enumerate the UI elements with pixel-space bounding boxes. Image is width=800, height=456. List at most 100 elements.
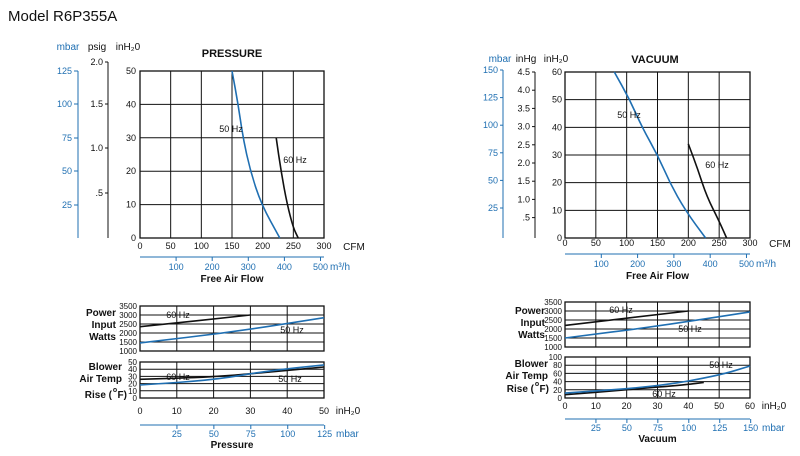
vacuum-power-y-tick: 1500 — [544, 334, 562, 343]
pressure-temp-x-tick: 50 — [319, 406, 329, 416]
vacuum-temp-y-tick: 80 — [553, 361, 562, 370]
pressure-title: PRESSURE — [202, 48, 263, 60]
pressure-temp-x-tick: 30 — [245, 406, 255, 416]
pressure-cfm-tick: 50 — [166, 241, 176, 251]
pressure-mbar-tick: 100 — [57, 99, 72, 109]
pressure-cfm-tick: 150 — [224, 241, 239, 251]
vacuum-inhg-tick: 1.0 — [517, 194, 530, 204]
pressure-power-y-tick: 1500 — [119, 338, 137, 347]
pressure-m3-tick: 300 — [241, 262, 256, 272]
pressure-temp-mbar-tick: 125 — [317, 429, 332, 439]
vacuum-m3-tick: 500 — [739, 259, 754, 269]
pressure-power-chart-frame — [139, 305, 325, 352]
vacuum-m3-unit: m³/h — [756, 259, 776, 270]
vacuum-temp-series-label: 50 Hz — [709, 360, 733, 370]
vacuum-temp-x-tick: 0 — [562, 401, 567, 411]
vacuum-temp-x-unit: inH₂0 — [762, 401, 787, 412]
pressure-temp-mbar-tick: 100 — [280, 429, 295, 439]
pressure-power-y-tick: 2500 — [119, 320, 137, 329]
pressure-temp-mbar-tick: 75 — [246, 429, 256, 439]
vacuum-temp-label-line: Air Temp — [505, 371, 548, 382]
pressure-m3-tick: 500 — [313, 262, 328, 272]
pressure-temp-series-line — [139, 364, 325, 386]
vacuum-cfm-tick: 0 — [562, 238, 567, 248]
vacuum-temp-y-tick: 100 — [549, 353, 563, 362]
pressure-inh2o-tick: 50 — [126, 66, 136, 76]
vacuum-power-label-line: Input — [521, 318, 546, 329]
vacuum-inhg-unit: inHg — [516, 54, 537, 65]
pressure-temp-series-label: 60 Hz — [166, 372, 190, 382]
vacuum-inhg-tick: 2.5 — [517, 140, 530, 150]
pressure-power-series-label: 50 Hz — [280, 325, 304, 335]
pressure-temp-y-tick: 30 — [128, 372, 137, 381]
vacuum-power-y-tick: 1000 — [544, 343, 562, 352]
vacuum-temp-label-line: Blower — [515, 359, 548, 370]
pressure-cfm-tick: 300 — [316, 241, 331, 251]
vacuum-temp-series-line — [564, 365, 751, 394]
pressure-inh2o-tick: 30 — [126, 133, 136, 143]
vacuum-inhg-tick: 4.5 — [517, 67, 530, 77]
pressure-temp-mbar-tick: 25 — [172, 429, 182, 439]
vacuum-cfm-tick: 200 — [681, 238, 696, 248]
vacuum-power-y-tick: 2500 — [544, 316, 562, 325]
pressure-psig-tick: 1.5 — [90, 99, 103, 109]
pressure-temp-label-line: Blower — [89, 362, 122, 373]
pressure-series-label: 60 Hz — [283, 155, 307, 165]
vacuum-inh2o-unit: inH₂0 — [544, 54, 569, 65]
vacuum-cfm-tick: 50 — [591, 238, 601, 248]
pressure-m3-tick: 200 — [205, 262, 220, 272]
vacuum-xlabel: Free Air Flow — [626, 271, 689, 282]
pressure-inh2o-tick: 10 — [126, 200, 136, 210]
pressure-temp-label-unit: F) — [118, 390, 127, 401]
pressure-power-series-line — [139, 316, 325, 344]
pressure-m3-tick: 400 — [277, 262, 292, 272]
vacuum-inhg-tick: .5 — [522, 213, 530, 223]
pressure-temp-label-rise: Rise ( — [85, 390, 113, 401]
vacuum-temp-label-unit: F) — [540, 384, 549, 395]
pressure-cfm-tick: 100 — [194, 241, 209, 251]
vacuum-temp-series-label: 60 Hz — [652, 389, 676, 399]
vacuum-power-series-line — [564, 311, 751, 339]
vacuum-inhg-tick: 3.0 — [517, 122, 530, 132]
pressure-temp-y-tick: 10 — [128, 387, 137, 396]
vacuum-m3-tick: 100 — [594, 259, 609, 269]
pressure-power-y-tick: 3000 — [119, 311, 137, 320]
vacuum-power-y-tick: 3000 — [544, 307, 562, 316]
pressure-power-y-tick: 1000 — [119, 347, 137, 356]
pressure-temp-x-tick: 10 — [172, 406, 182, 416]
vacuum-series-line — [613, 71, 707, 239]
vacuum-power-series-label: 50 Hz — [678, 324, 702, 334]
vacuum-power-y-tick: 3500 — [544, 298, 562, 307]
vacuum-title: VACUUM — [631, 54, 678, 66]
vacuum-temp-x-tick: 60 — [745, 401, 755, 411]
vacuum-temp-mbar-tick: 75 — [653, 423, 663, 433]
pressure-xlabel: Free Air Flow — [201, 274, 264, 285]
pressure-inh2o-tick: 40 — [126, 99, 136, 109]
vacuum-power-label-line: Power — [515, 306, 545, 317]
vacuum-inh2o-tick: 0 — [557, 233, 562, 243]
pressure-cfm-tick: 250 — [286, 241, 301, 251]
pressure-temp-x-tick: 20 — [209, 406, 219, 416]
vacuum-temp-x-tick: 10 — [591, 401, 601, 411]
pressure-psig-tick: 2.0 — [90, 57, 103, 67]
vacuum-inhg-tick: 2.0 — [517, 158, 530, 168]
vacuum-temp-mbar-tick: 50 — [622, 423, 632, 433]
pressure-inh2o-tick: 20 — [126, 166, 136, 176]
vacuum-inh2o-tick: 30 — [552, 150, 562, 160]
vacuum-series-line — [687, 143, 728, 239]
pressure-temp-series-line — [139, 366, 325, 381]
vacuum-temp-xlabel: Vacuum — [638, 434, 676, 445]
vacuum-series-label: 50 Hz — [617, 110, 641, 120]
vacuum-temp-x-tick: 50 — [714, 401, 724, 411]
pressure-power-y-tick: 2000 — [119, 329, 137, 338]
pressure-temp-series-label: 50 Hz — [278, 374, 302, 384]
vacuum-temp-mbar-unit: mbar — [762, 423, 785, 434]
pressure-temp-x-tick: 0 — [137, 406, 142, 416]
vacuum-cfm-unit: CFM — [769, 239, 791, 250]
pressure-inh2o-tick: 0 — [131, 233, 136, 243]
vacuum-inh2o-tick: 10 — [552, 205, 562, 215]
vacuum-inh2o-tick: 50 — [552, 95, 562, 105]
pressure-temp-y-tick: 0 — [133, 394, 138, 403]
vacuum-inhg-tick: 4.0 — [517, 85, 530, 95]
